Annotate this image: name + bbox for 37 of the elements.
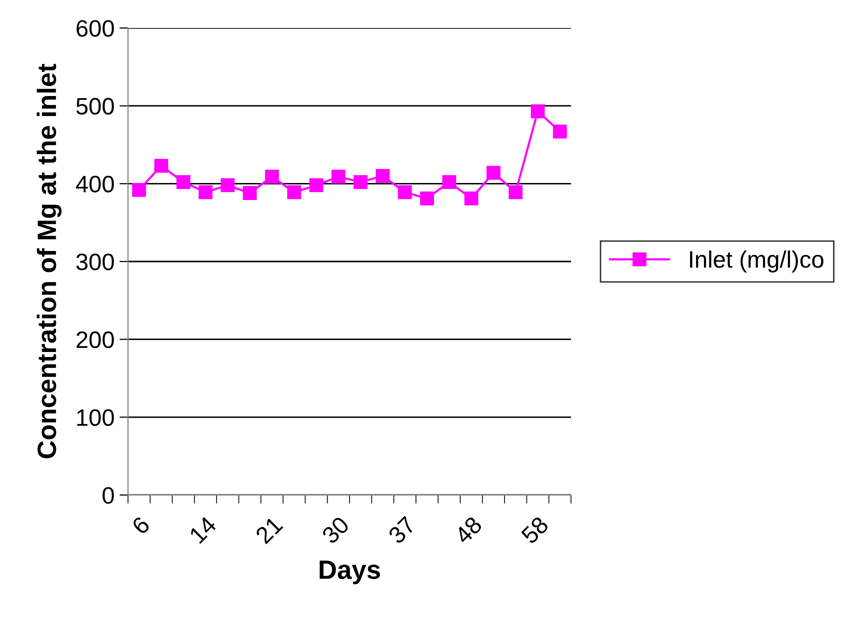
x-tick-label: 21 <box>254 516 284 544</box>
point <box>154 158 168 173</box>
y-tick-label: 600 <box>76 20 114 37</box>
point <box>420 192 434 206</box>
point <box>376 168 390 183</box>
y-tick-label: 0 <box>102 487 114 504</box>
y-tick-label: 200 <box>76 331 114 348</box>
x-tick-label: 37 <box>387 516 416 545</box>
x-tick-label: 6 <box>131 516 151 536</box>
point <box>331 170 346 184</box>
y-tick-label: 100 <box>77 409 114 426</box>
point <box>309 178 324 192</box>
y-tick-label: 500 <box>76 98 114 115</box>
y-tick-label: 400 <box>76 176 114 192</box>
point <box>398 185 412 200</box>
x-axis-title: Days <box>320 560 380 584</box>
point <box>198 185 212 200</box>
point <box>530 104 545 118</box>
point <box>132 182 146 197</box>
x-tick-label: 14 <box>188 516 218 544</box>
point <box>176 175 190 190</box>
point <box>287 185 302 200</box>
point <box>220 178 235 192</box>
y-axis-title: Concentration of Mg at the inlet <box>36 64 62 458</box>
point <box>265 170 279 184</box>
x-tick-label: 48 <box>454 516 483 545</box>
point <box>508 185 523 200</box>
point <box>354 175 368 190</box>
x-tick-label: 30 <box>320 516 350 545</box>
x-tick-label: 58 <box>520 516 550 545</box>
point <box>486 166 500 180</box>
legend-label: Inlet (mg/l)co <box>690 250 824 273</box>
point <box>552 124 567 138</box>
point <box>442 175 456 190</box>
point <box>464 192 478 206</box>
point <box>242 186 257 200</box>
y-tick-label: 300 <box>76 254 114 270</box>
